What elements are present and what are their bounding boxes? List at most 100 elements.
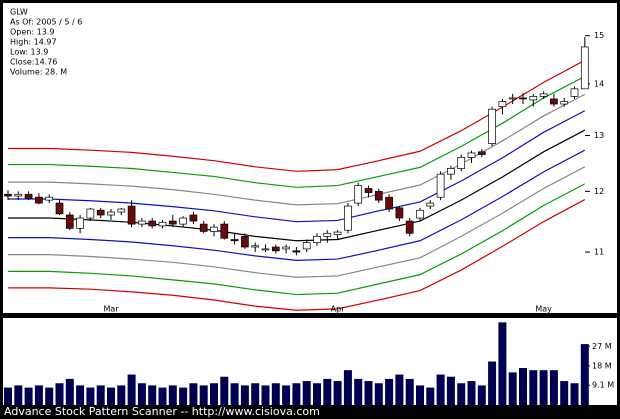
price-panel	[3, 3, 588, 313]
candle-body	[55, 202, 64, 215]
candle-body	[488, 108, 496, 144]
volume-bar	[271, 383, 280, 405]
candle-body	[230, 239, 239, 242]
volume-bar	[65, 378, 74, 405]
volume-bar	[96, 385, 105, 405]
info-line: Close:14.76	[10, 58, 57, 67]
candle-body	[508, 97, 517, 100]
volume-bar	[343, 370, 352, 405]
volume-bar	[168, 385, 177, 405]
volume-bar	[117, 385, 126, 405]
volume-bar	[508, 372, 517, 405]
y-tick-label: 14	[594, 79, 604, 88]
candle-body	[292, 250, 301, 253]
volume-bar	[457, 383, 466, 405]
volume-bar	[446, 376, 455, 405]
candle-body	[148, 220, 157, 227]
volume-bar	[416, 385, 424, 405]
volume-bar	[210, 383, 218, 405]
candle-body	[127, 205, 136, 225]
candle-body	[374, 191, 383, 201]
candle-body	[529, 96, 538, 101]
candle-body	[117, 208, 126, 213]
volume-bar	[292, 383, 301, 405]
volume-bar	[240, 385, 249, 405]
x-tick-label: May	[535, 305, 552, 314]
volume-bar	[580, 344, 589, 405]
volume-bar	[76, 385, 85, 405]
candle-body	[560, 101, 569, 105]
volume-bar	[127, 374, 136, 405]
band-line	[8, 93, 586, 206]
candle-body	[168, 220, 177, 225]
candle-body	[76, 217, 84, 229]
volume-bar	[282, 385, 291, 405]
candle-body	[251, 245, 260, 248]
candle-body	[477, 151, 486, 155]
candle-body	[344, 205, 352, 231]
volume-bar	[34, 385, 43, 405]
band-line	[8, 129, 586, 242]
candle-body	[158, 221, 167, 227]
volume-bar	[4, 387, 12, 405]
volume-bar	[467, 381, 476, 405]
candle-body	[86, 208, 95, 219]
footer: Advance Stock Pattern Scanner -- http://…	[4, 405, 320, 418]
candle-body	[45, 196, 54, 201]
volume-tick-label: 27 M	[592, 342, 612, 351]
volume-bar	[477, 385, 486, 405]
y-tick-label: 11	[594, 248, 604, 257]
candle-body	[189, 214, 198, 222]
candle-body	[498, 101, 507, 107]
volume-bar	[570, 383, 579, 405]
x-tick-label: Mar	[103, 305, 119, 314]
candle-body	[4, 193, 12, 197]
volume-bar	[261, 385, 270, 405]
volume-bar	[426, 387, 435, 405]
candle-body	[107, 211, 115, 216]
candle-body	[24, 193, 33, 199]
volume-tick-label: 9.1 M	[592, 381, 614, 390]
volume-bar	[405, 378, 414, 405]
candle-body	[282, 246, 290, 250]
info-line: Low: 13.9	[10, 48, 48, 57]
volume-bar	[86, 387, 95, 405]
candle-body	[313, 236, 321, 243]
volume-bar	[158, 387, 167, 405]
candle-body	[354, 185, 363, 204]
info-line: GLW	[10, 8, 28, 17]
candle-body	[539, 93, 548, 97]
volume-bar	[230, 383, 239, 405]
volume-bar	[55, 383, 64, 405]
volume-bar	[199, 385, 208, 405]
info-line: Volume: 28. M	[10, 68, 67, 77]
volume-bar	[549, 370, 558, 405]
volume-bar	[498, 322, 507, 405]
info-line: High: 14.97	[10, 38, 57, 47]
info-line: Open: 13.9	[10, 28, 54, 37]
band-line	[8, 149, 586, 261]
volume-bar	[354, 378, 363, 405]
volume-bar	[395, 374, 404, 405]
band-line	[8, 166, 586, 278]
volume-bar	[436, 374, 445, 405]
candle-body	[467, 152, 476, 158]
candle-body	[580, 46, 589, 90]
candle-body	[220, 223, 229, 239]
volume-bar	[137, 383, 146, 405]
price-axis-panel	[588, 3, 617, 313]
candle-body	[199, 223, 208, 232]
volume-bar	[14, 385, 23, 405]
volume-bar	[385, 378, 394, 405]
volume-bar	[488, 361, 497, 405]
band-line	[8, 199, 586, 311]
volume-bar	[189, 383, 198, 405]
candle-body	[416, 209, 424, 219]
candle-body	[550, 98, 558, 105]
candle-body	[210, 226, 218, 232]
candle-body	[179, 217, 187, 225]
volume-bar	[148, 385, 157, 405]
